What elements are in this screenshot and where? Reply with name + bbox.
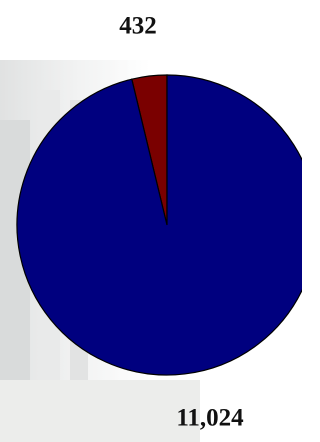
- data-label: 432: [119, 13, 157, 40]
- data-label: 11,024: [176, 405, 244, 432]
- chart: 432 11,024: [0, 0, 302, 442]
- pie: [17, 75, 302, 375]
